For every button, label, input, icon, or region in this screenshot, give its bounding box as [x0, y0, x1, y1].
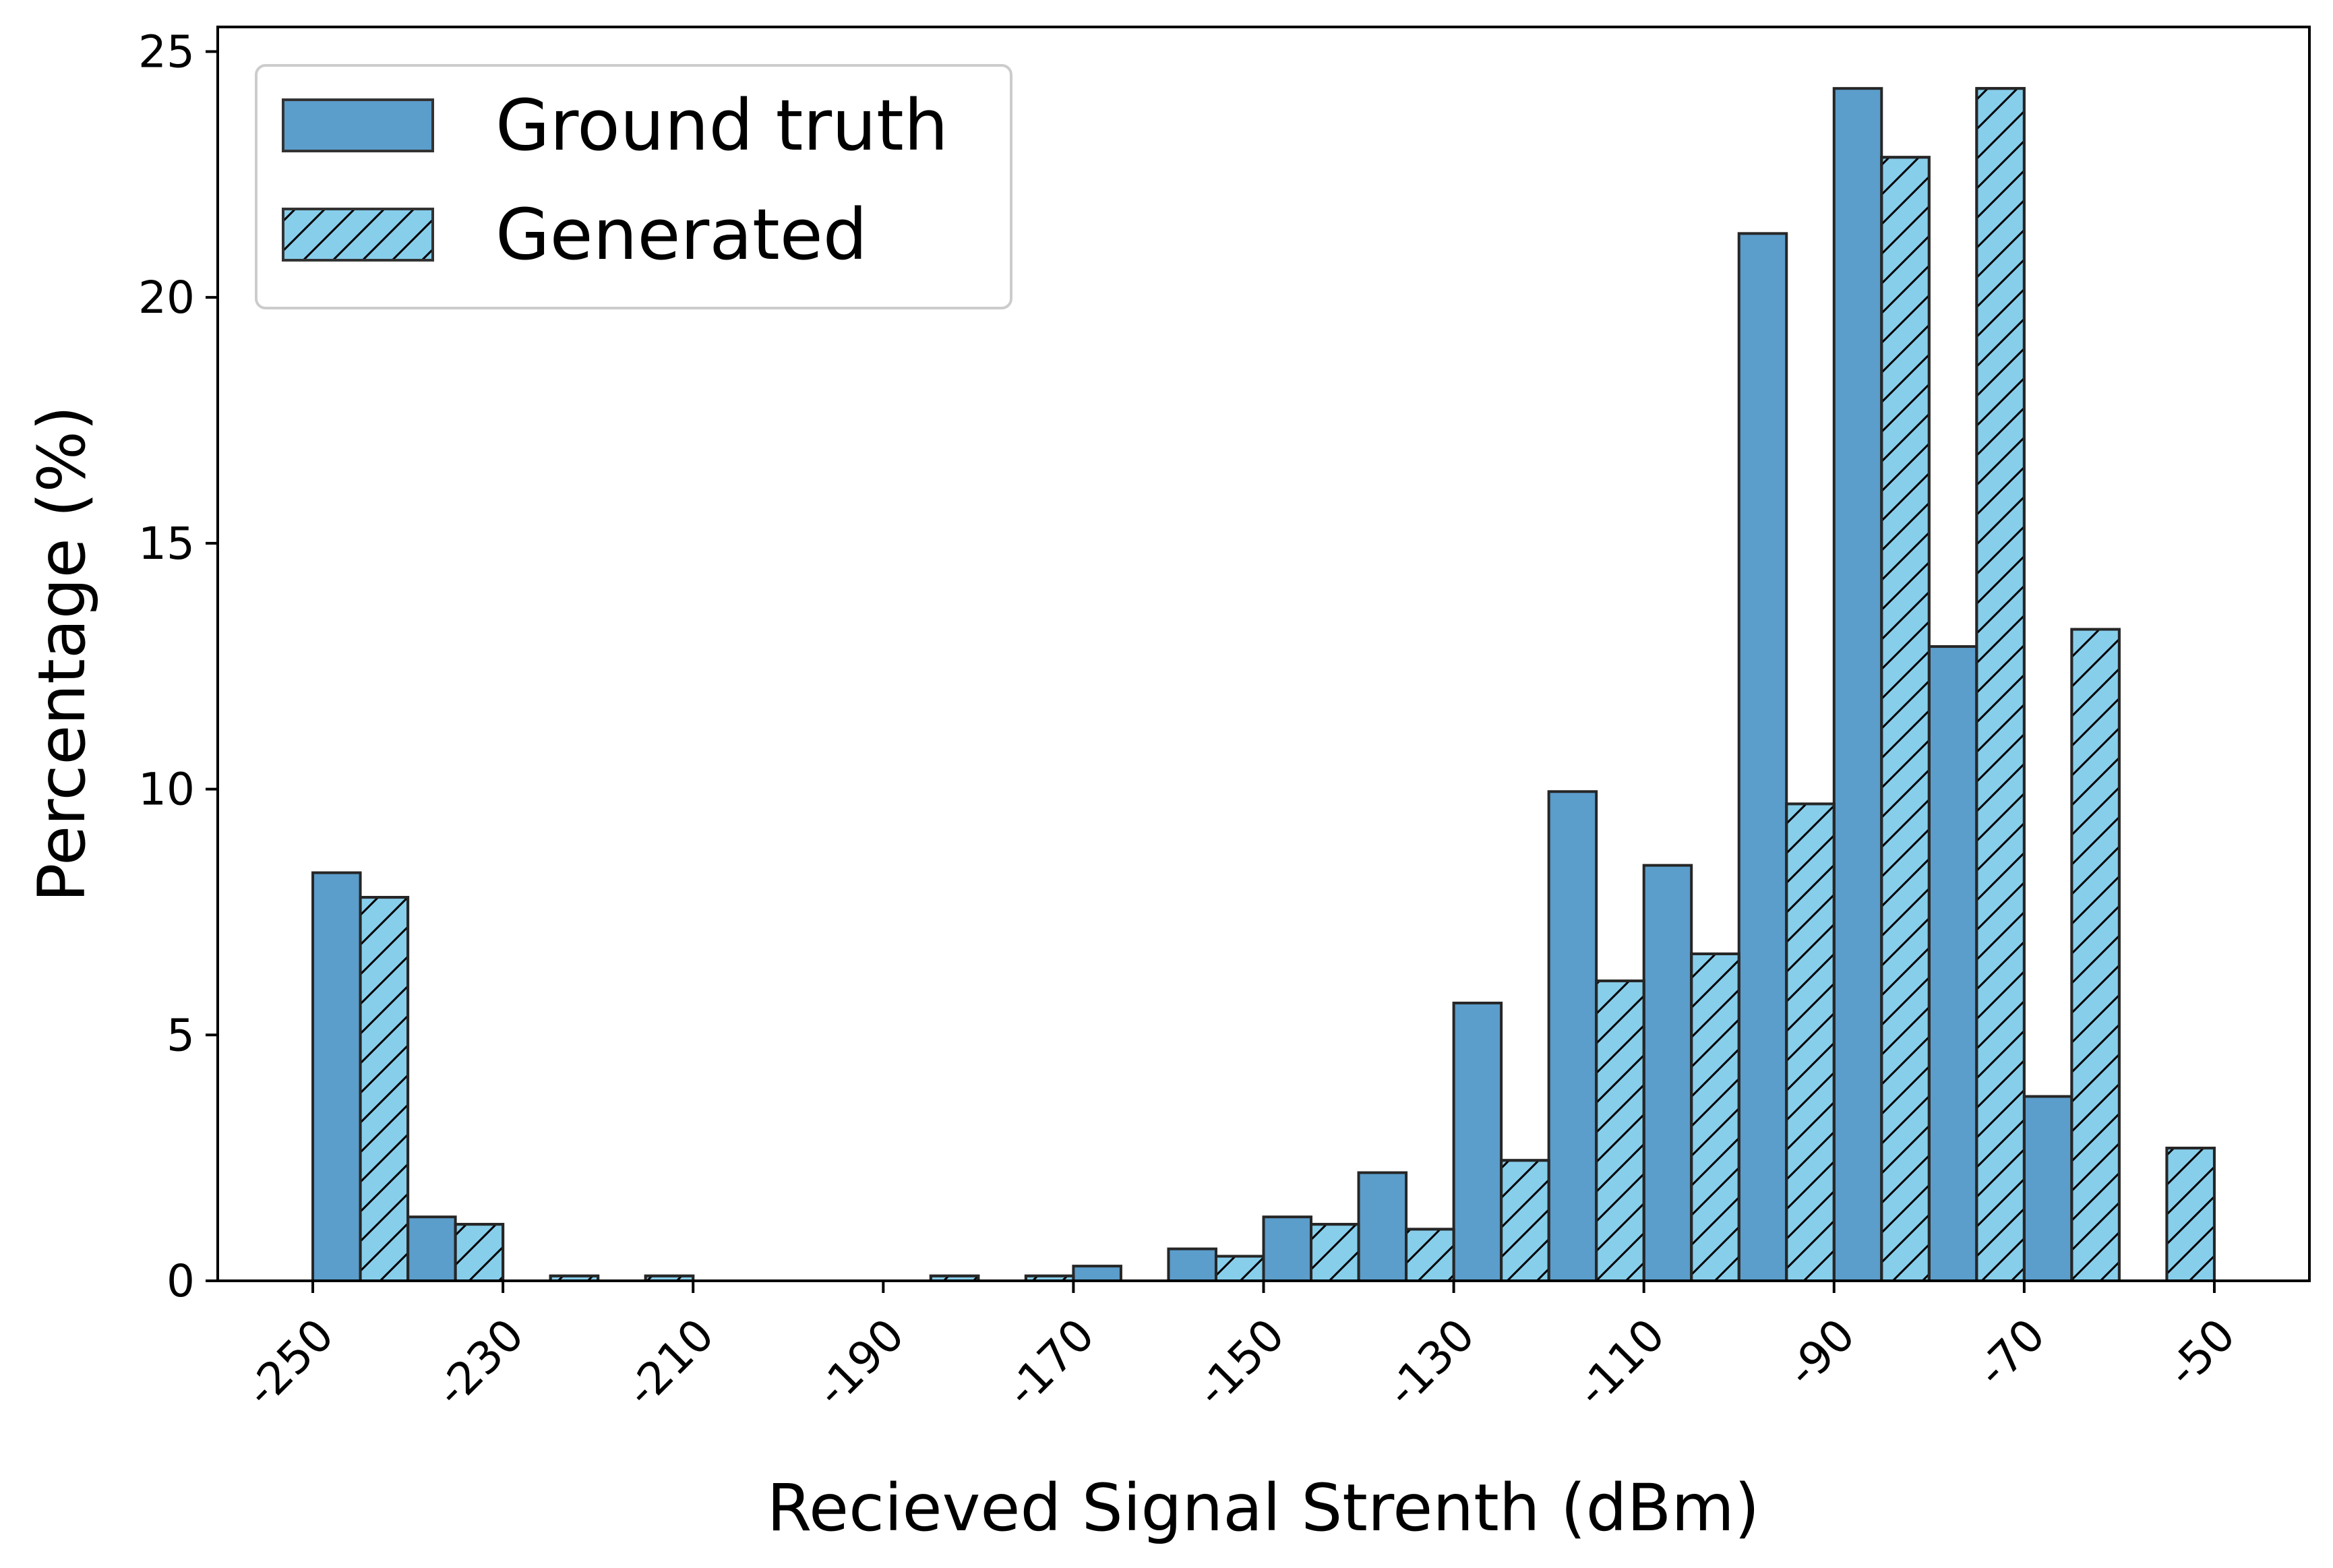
bar-hatch-generated	[1214, 1255, 1265, 1283]
x-tick-label: -170	[996, 1308, 1104, 1416]
x-tick-label: -90	[1777, 1308, 1865, 1397]
x-tick-label: -50	[2157, 1308, 2245, 1397]
y-tick-label: 15	[138, 518, 195, 570]
x-axis: -250 -230 -210 -190 -170 -150 -130 -110 -90 -70 -5…	[235, 1281, 2245, 1417]
legend-box	[255, 64, 1012, 309]
y-axis-label: Percentage (%)	[24, 406, 100, 903]
bar-ground-truth	[1357, 1171, 1408, 1282]
bar-hatch-generated	[1595, 979, 1645, 1282]
x-tick-label: -130	[1376, 1308, 1484, 1416]
y-axis: 0 5 10 15 20 25	[138, 26, 218, 1307]
legend-label-ground-truth: Ground truth	[495, 84, 948, 167]
x-tick-label: -230	[426, 1308, 534, 1416]
y-tick-label: 25	[138, 26, 195, 78]
bar-hatch-generated	[1500, 1159, 1550, 1282]
legend: Ground truth Generated	[255, 64, 1012, 309]
x-tick-label: -150	[1186, 1308, 1294, 1416]
bar-ground-truth	[1452, 1001, 1503, 1282]
x-tick-label: -250	[235, 1308, 343, 1416]
y-tick-label: 5	[166, 1009, 195, 1061]
bar-ground-truth	[1072, 1265, 1122, 1283]
x-axis-label: Recieved Signal Strenth (dBm)	[767, 1470, 1760, 1546]
bar-hatch-generated	[1975, 87, 2026, 1282]
legend-swatch-ground-truth	[282, 98, 434, 152]
bar-ground-truth	[2022, 1095, 2073, 1282]
bar-ground-truth	[1167, 1247, 1217, 1283]
bars-group	[311, 87, 2216, 1283]
bar-hatch-generated	[1880, 156, 1931, 1283]
x-tick-label: -190	[806, 1308, 914, 1416]
bar-hatch-generated	[1405, 1228, 1455, 1282]
bar-ground-truth	[1737, 232, 1788, 1283]
legend-label-generated: Generated	[495, 193, 868, 276]
bar-hatch-generated	[2165, 1147, 2216, 1283]
bar-ground-truth	[1262, 1215, 1313, 1283]
bar-ground-truth	[311, 871, 362, 1282]
bar-hatch-generated	[1690, 952, 1740, 1282]
x-tick-label: -70	[1967, 1308, 2055, 1397]
bar-hatch-generated	[1785, 802, 1836, 1282]
bar-ground-truth	[1832, 87, 1883, 1282]
legend-swatch-generated-hatch	[282, 208, 434, 262]
bar-ground-truth	[1642, 864, 1693, 1283]
y-tick-label: 10	[138, 764, 195, 816]
bar-hatch-generated	[2070, 628, 2121, 1282]
y-tick-label: 20	[138, 272, 195, 324]
x-tick-label: -210	[616, 1308, 724, 1416]
y-tick-label: 0	[166, 1255, 195, 1307]
bar-ground-truth	[406, 1215, 457, 1283]
bar-ground-truth	[1927, 645, 1978, 1282]
bar-ground-truth	[1547, 790, 1598, 1283]
bar-hatch-generated	[454, 1223, 505, 1283]
x-tick-label: -110	[1567, 1308, 1674, 1416]
bar-hatch-generated	[359, 896, 410, 1282]
bar-hatch-generated	[1310, 1223, 1360, 1283]
